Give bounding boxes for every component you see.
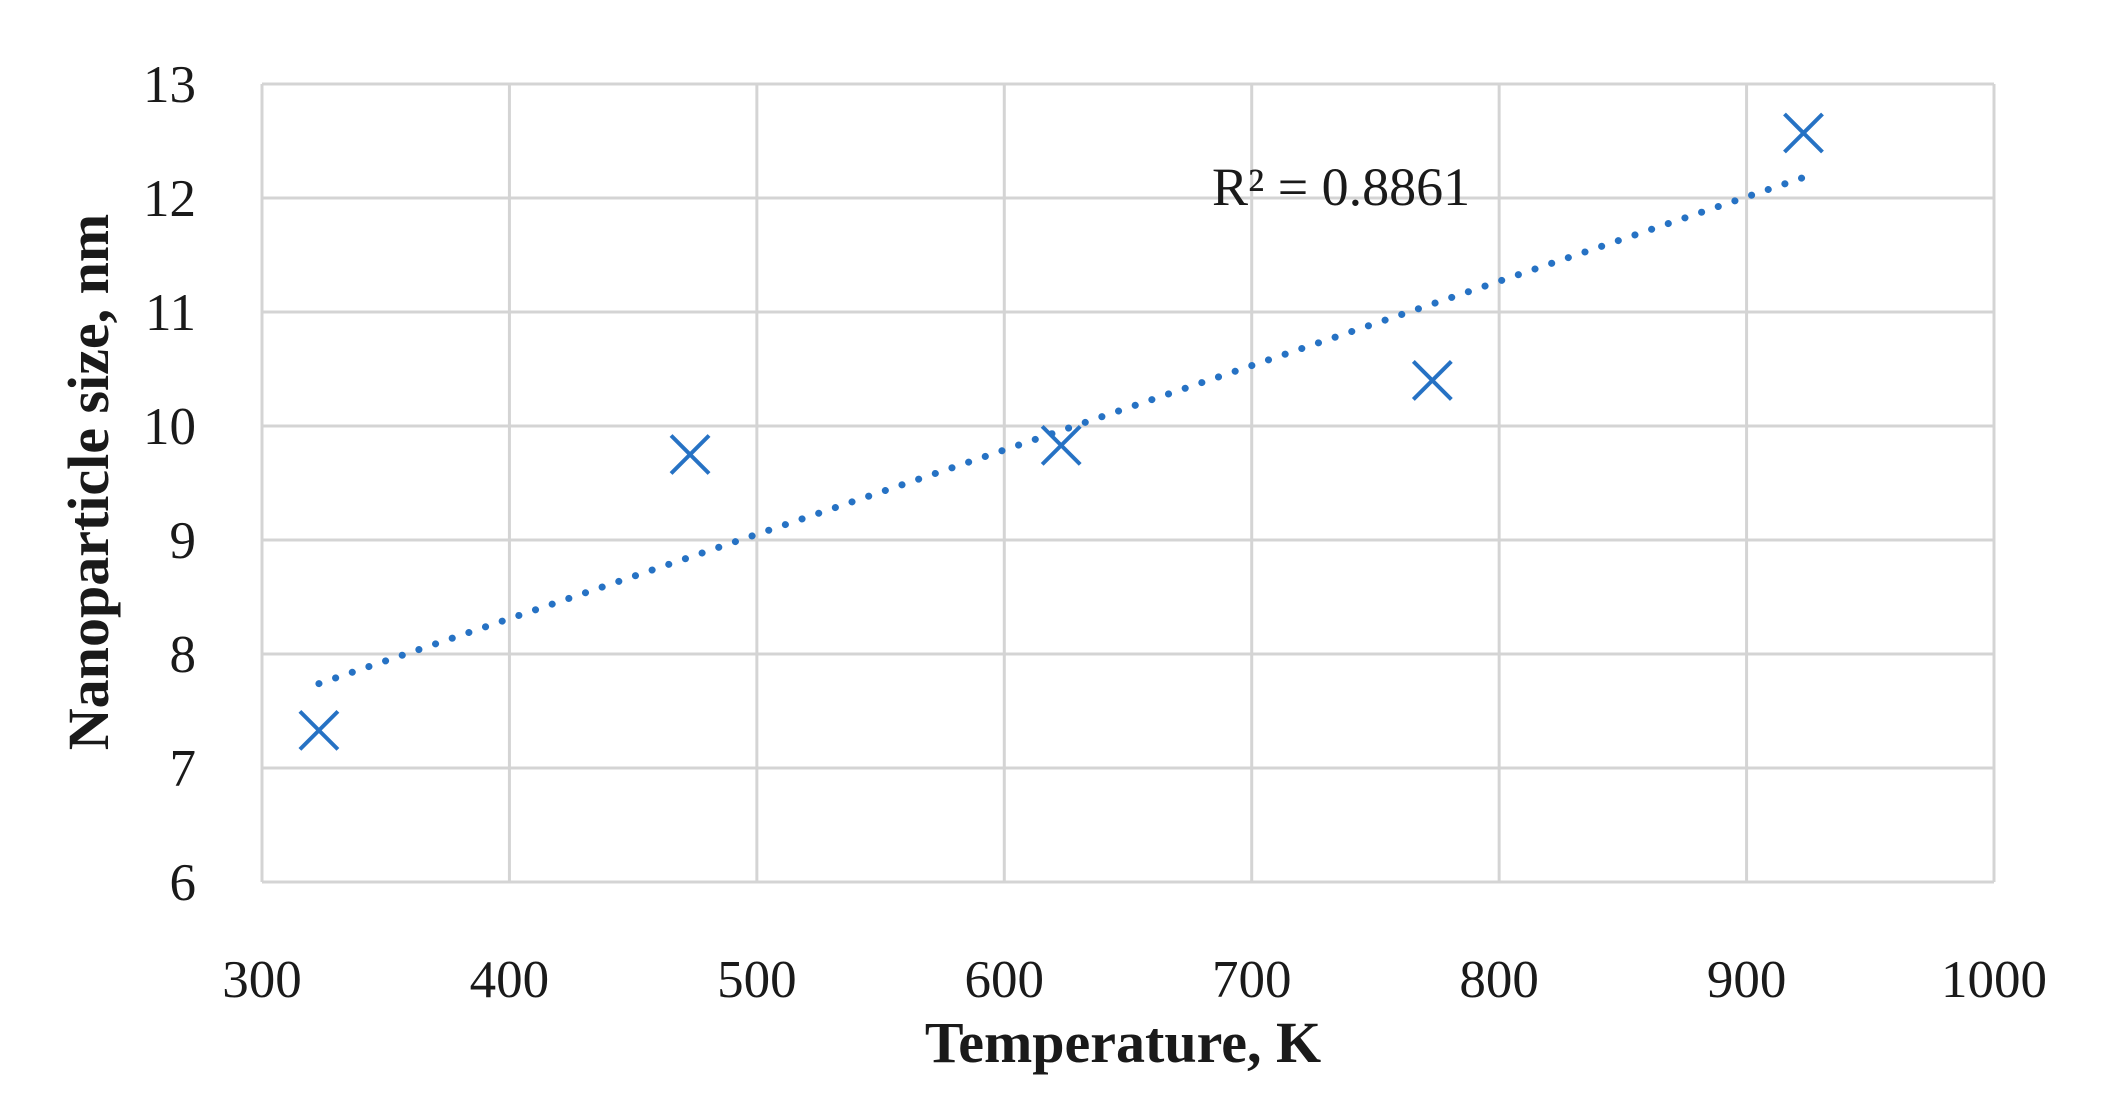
x-tick-label: 400 — [470, 951, 550, 1009]
data-point — [1040, 424, 1082, 466]
x-tick-label: 500 — [717, 951, 797, 1009]
y-tick-label: 10 — [143, 398, 196, 456]
x-tick-label: 600 — [965, 951, 1045, 1009]
marker-stroke — [669, 434, 711, 475]
x-tick-label: 1000 — [1941, 951, 2047, 1009]
trendline-path — [315, 173, 1807, 688]
y-tick-label: 11 — [145, 284, 196, 342]
x-tick-label: 800 — [1459, 951, 1539, 1009]
y-tick-label: 7 — [170, 740, 197, 798]
y-tick-labels: 6 7 8 9 10 11 12 13 — [143, 56, 196, 912]
y-tick-label: 12 — [143, 170, 196, 228]
marker-stroke — [1783, 112, 1824, 154]
trendline — [315, 173, 1807, 688]
data-markers — [298, 112, 1824, 751]
x-tick-label: 900 — [1707, 951, 1787, 1009]
y-axis-title: Nanoparticle size, nm — [56, 214, 121, 750]
y-tick-label: 9 — [170, 512, 197, 570]
marker-stroke — [298, 709, 340, 751]
data-point — [669, 434, 711, 475]
x-tick-label: 300 — [222, 951, 302, 1009]
x-axis-title: Temperature, K — [925, 1010, 1321, 1075]
data-point — [1411, 359, 1453, 401]
x-tick-labels: 300 400 500 600 700 800 900 1000 — [222, 951, 2047, 1009]
y-tick-label: 8 — [170, 626, 197, 684]
y-tick-label: 6 — [170, 854, 197, 912]
r-squared-label: R² = 0.8861 — [1212, 157, 1470, 217]
data-point — [1783, 112, 1824, 154]
y-tick-label: 13 — [143, 56, 196, 114]
grid-lines — [260, 82, 1996, 884]
data-point — [298, 709, 340, 751]
x-tick-label: 700 — [1212, 951, 1292, 1009]
marker-stroke — [1411, 359, 1453, 401]
marker-stroke — [1040, 424, 1082, 466]
